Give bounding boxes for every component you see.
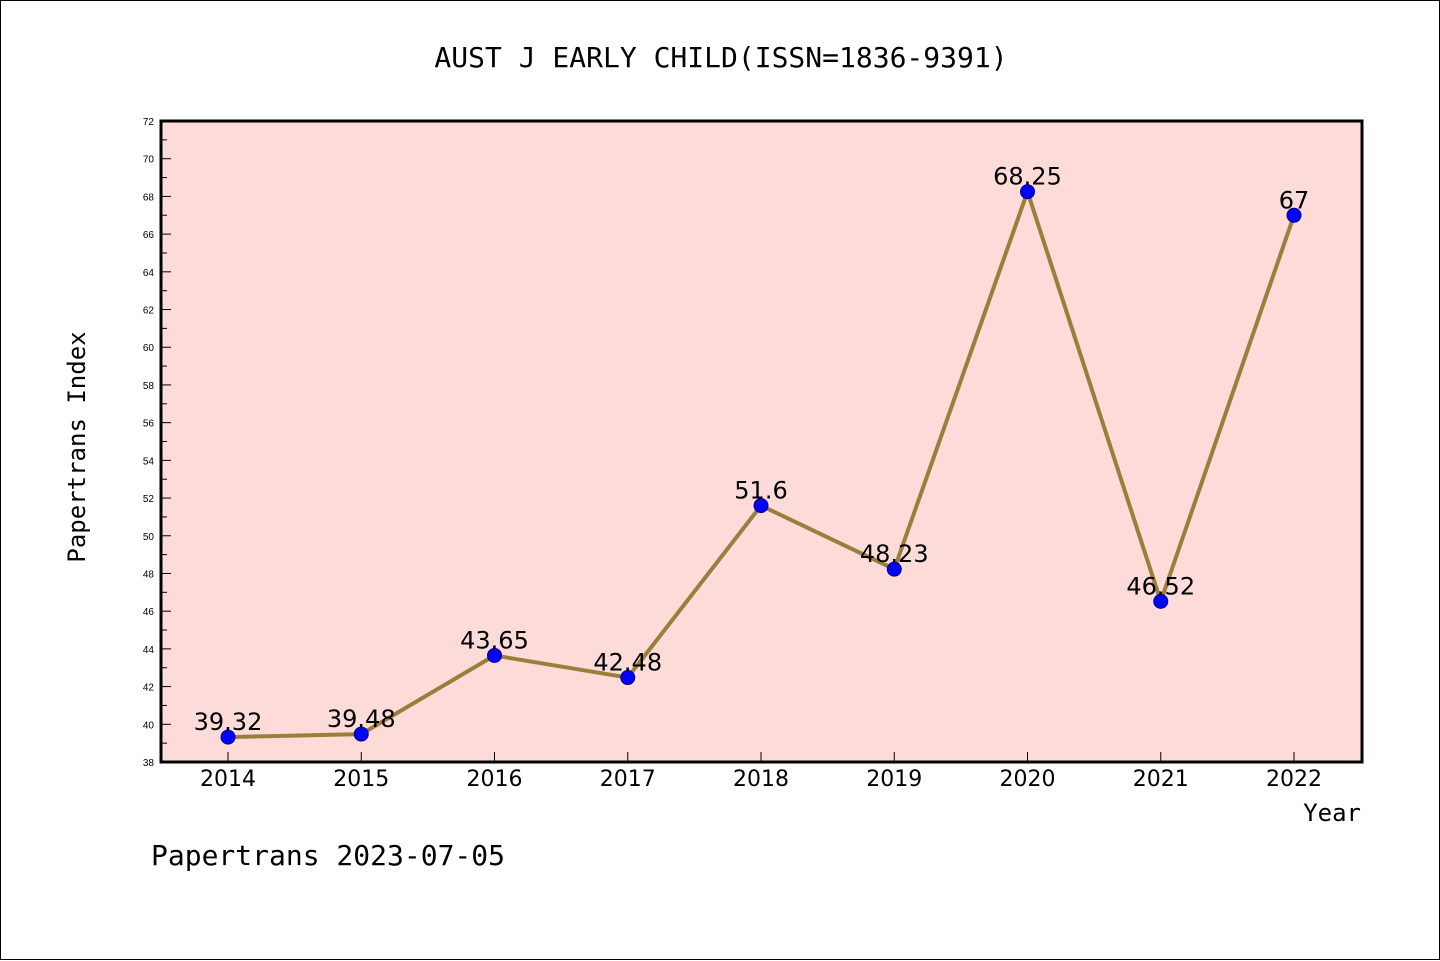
y-tick-label: 42 xyxy=(143,683,155,694)
data-point-2021 xyxy=(1153,593,1169,609)
y-tick-label: 46 xyxy=(143,607,155,618)
data-label-2018: 51.6 xyxy=(734,477,787,505)
data-point-2019 xyxy=(886,561,902,577)
x-tick-label: 2021 xyxy=(1133,767,1189,792)
series-layer: 39.32 39.48 43.65 42.48 51.6 48.23 68.25 46.52 6… xyxy=(194,163,1310,745)
data-point-2018 xyxy=(753,498,769,514)
x-axis-label: Year xyxy=(1303,799,1361,827)
x-tick-label: 2019 xyxy=(866,767,922,792)
y-tick-label: 38 xyxy=(143,758,155,769)
data-point-2022 xyxy=(1286,207,1302,223)
data-point-2020 xyxy=(1020,184,1035,200)
data-point-2015 xyxy=(353,726,369,742)
data-label-2016: 43.65 xyxy=(460,626,529,654)
data-label-2015: 39.48 xyxy=(327,705,396,733)
data-point-2014 xyxy=(220,729,236,745)
y-axis-ticks: 38 40 42 44 46 48 50 52 54 56 58 60 62 64 66 68 70 72 xyxy=(143,117,171,769)
y-tick-label: 60 xyxy=(143,343,155,354)
x-tick-label: 2020 xyxy=(1000,767,1056,792)
y-tick-label: 54 xyxy=(143,456,155,467)
x-tick-label: 2018 xyxy=(733,767,789,792)
x-tick-label: 2017 xyxy=(600,767,656,792)
y-axis-label: Papertrans Index xyxy=(63,331,91,562)
x-tick-label: 2022 xyxy=(1266,767,1322,792)
y-tick-label: 58 xyxy=(143,381,155,392)
x-tick-label: 2014 xyxy=(200,767,256,792)
data-label-2021: 46.52 xyxy=(1126,572,1195,600)
y-tick-label: 66 xyxy=(143,230,155,241)
data-label-2017: 42.48 xyxy=(593,649,662,677)
data-label-2020: 68.25 xyxy=(993,163,1062,191)
y-tick-label: 50 xyxy=(143,532,155,543)
y-tick-label: 70 xyxy=(143,155,155,166)
x-tick-label: 2015 xyxy=(333,767,389,792)
y-tick-label: 72 xyxy=(143,117,155,128)
x-axis-ticks: 2014 2015 2016 2017 2018 2019 2020 2021 2022 xyxy=(200,752,1322,792)
data-label-2014: 39.32 xyxy=(194,708,263,736)
y-tick-label: 52 xyxy=(143,494,155,505)
y-tick-label: 64 xyxy=(143,268,155,279)
data-label-2022: 67 xyxy=(1279,186,1310,214)
chart-title: AUST J EARLY CHILD(ISSN=1836-9391) xyxy=(434,41,1007,74)
data-point-2017 xyxy=(620,670,636,686)
y-tick-label: 48 xyxy=(143,569,155,580)
footer-credit: Papertrans 2023-07-05 xyxy=(151,839,505,872)
data-label-2019: 48.23 xyxy=(860,540,929,568)
y-tick-label: 40 xyxy=(143,720,155,731)
y-tick-label: 56 xyxy=(143,419,155,430)
y-tick-label: 44 xyxy=(143,645,155,656)
plot-frame xyxy=(159,119,1364,764)
x-tick-label: 2016 xyxy=(467,767,523,792)
data-point-2016 xyxy=(487,647,502,663)
y-tick-label: 68 xyxy=(143,192,155,203)
y-tick-label: 62 xyxy=(143,306,155,317)
plot-area xyxy=(161,121,1362,762)
